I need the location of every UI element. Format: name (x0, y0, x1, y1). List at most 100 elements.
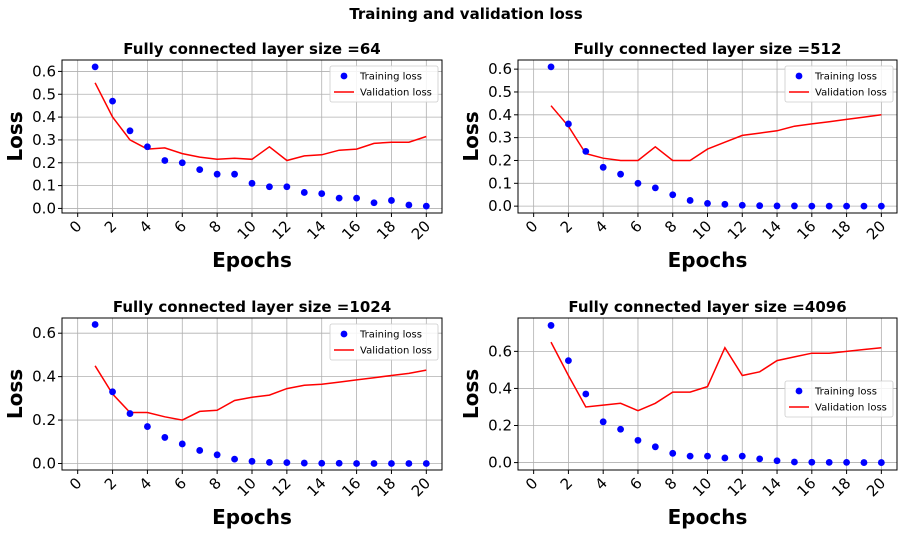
x-tick-label: 6 (171, 474, 190, 493)
training-loss-point (686, 452, 694, 460)
training-loss-point (634, 179, 642, 187)
training-loss-point (266, 459, 273, 466)
y-tick-label: 0.2 (488, 417, 512, 435)
training-loss-point (248, 457, 256, 465)
figure-title: Training and validation loss (349, 5, 582, 23)
y-tick-label: 0.6 (32, 62, 56, 80)
training-loss-point (582, 147, 590, 155)
training-loss-point (335, 194, 343, 202)
training-loss-point (370, 199, 378, 207)
training-loss-point (547, 63, 555, 71)
panel-title: Fully connected layer size =4096 (568, 298, 846, 316)
x-tick-label: 18 (828, 474, 854, 500)
training-loss-point (318, 459, 326, 467)
training-loss-point (196, 166, 204, 174)
training-loss-point (756, 202, 764, 210)
y-axis-label: Loss (459, 369, 483, 419)
training-loss-point (825, 202, 833, 210)
training-loss-point (353, 194, 360, 202)
x-tick-label: 0 (522, 474, 541, 493)
panel-title: Fully connected layer size =1024 (113, 298, 391, 316)
y-tick-label: 0.0 (32, 454, 56, 472)
x-tick-label: 10 (234, 217, 260, 243)
training-loss-point (213, 170, 221, 178)
training-loss-point (405, 460, 413, 467)
training-loss-point (370, 460, 378, 467)
training-loss-point (704, 452, 711, 460)
validation-loss-line (550, 105, 882, 162)
training-loss-point (388, 197, 395, 204)
training-loss-point (582, 390, 590, 398)
x-tick-label: 4 (592, 474, 611, 493)
training-loss-point (91, 321, 99, 328)
training-loss-point (651, 443, 659, 451)
x-tick-label: 18 (373, 217, 399, 243)
training-loss-point (353, 460, 360, 467)
x-tick-label: 4 (592, 217, 611, 236)
legend-box (784, 65, 894, 103)
x-tick-label: 0 (66, 217, 85, 236)
training-loss-point (773, 202, 781, 210)
training-loss-point (825, 459, 833, 466)
training-loss-point (860, 202, 868, 210)
training-loss-point (721, 454, 729, 462)
x-tick-label: 10 (689, 217, 715, 243)
legend-box (329, 65, 439, 103)
training-loss-point (405, 201, 413, 209)
training-loss-point (860, 459, 868, 466)
x-tick-label: 14 (303, 474, 329, 500)
training-loss-point (791, 458, 798, 466)
training-loss-point (178, 159, 186, 167)
training-loss-point (565, 120, 572, 128)
chart-panel-3: 0 2 4 6 8 10 12 14 16 18 20 0.0 0.2 0.4 0.6 Fully conne… (3, 298, 443, 529)
legend-training-label: Training loss (359, 72, 422, 83)
x-tick-label: 20 (863, 217, 889, 243)
training-loss-point (617, 170, 624, 178)
training-loss-point (721, 200, 729, 208)
y-tick-label: 0.6 (488, 60, 512, 78)
y-axis-label: Loss (3, 369, 27, 419)
x-tick-label: 14 (303, 217, 329, 243)
x-tick-label: 12 (268, 474, 294, 500)
legend-training-marker (795, 387, 803, 395)
x-tick-label: 20 (408, 474, 434, 500)
training-loss-point (877, 202, 885, 210)
legend-box (329, 323, 439, 361)
validation-loss-line (94, 82, 427, 162)
x-tick-label: 2 (101, 217, 120, 236)
x-tick-label: 8 (205, 217, 224, 236)
legend: Training loss Validation loss (784, 65, 894, 103)
training-loss-point (877, 459, 885, 466)
x-tick-label: 8 (661, 217, 680, 236)
training-loss-point (547, 322, 555, 329)
y-axis-label: Loss (3, 111, 27, 161)
training-loss-point (773, 457, 781, 465)
training-loss-point (318, 190, 326, 197)
y-tick-label: 0.6 (488, 342, 512, 360)
training-loss-point (599, 163, 607, 171)
x-axis-label: Epochs (212, 505, 292, 529)
legend: Training loss Validation loss (329, 323, 439, 361)
training-loss-point (91, 63, 99, 71)
y-tick-label: 0.6 (32, 324, 56, 342)
y-tick-label: 0.4 (488, 379, 512, 397)
training-loss-point (738, 201, 746, 209)
x-tick-label: 20 (408, 217, 434, 243)
legend-training-label: Training loss (359, 330, 422, 341)
training-loss-point (196, 447, 204, 454)
training-loss-point (651, 184, 659, 192)
legend-training-marker (340, 330, 348, 338)
training-loss-point (231, 455, 238, 463)
training-loss-point (213, 451, 221, 459)
legend-training-label: Training loss (814, 387, 877, 398)
training-loss-point (283, 183, 291, 191)
training-loss-point (283, 459, 291, 467)
training-loss-point (704, 200, 711, 207)
y-tick-label: 0.4 (32, 368, 56, 386)
x-tick-label: 0 (66, 474, 85, 493)
x-tick-label: 14 (759, 474, 785, 500)
y-tick-label: 0.0 (488, 197, 512, 215)
x-tick-label: 18 (828, 217, 854, 243)
x-tick-label: 8 (661, 474, 680, 493)
legend-box (784, 380, 894, 418)
